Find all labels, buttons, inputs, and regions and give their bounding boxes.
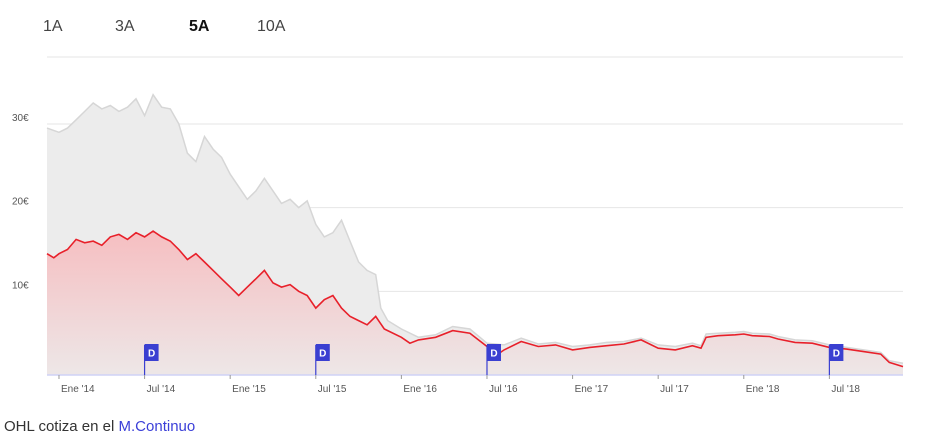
tab-10a[interactable]: 10A <box>257 18 286 35</box>
y-tick-label: 20€ <box>12 197 29 208</box>
dividend-flag <box>315 344 330 361</box>
x-tick-label: Ene '16 <box>403 384 437 395</box>
x-tick-label: Ene '15 <box>232 384 266 395</box>
dividend-marker: D <box>486 344 501 375</box>
tab-3a[interactable]: 3A <box>115 18 135 35</box>
x-tick-label: Jul '18 <box>831 384 860 395</box>
price-area <box>47 231 903 375</box>
tab-5a[interactable]: 5A <box>189 18 210 35</box>
dividend-label: D <box>148 349 155 360</box>
dividend-flag <box>486 344 501 361</box>
dividend-flag <box>829 344 844 361</box>
dividend-label: D <box>490 349 497 360</box>
price-line <box>46 230 904 368</box>
x-tick-label: Jul '14 <box>147 384 176 395</box>
price-chart: 10€ 20€ 30€ Ene '14 Jul '14 Ene '15 Jul '15 Ene… <box>12 56 904 395</box>
x-tick-label: Ene '14 <box>61 384 95 395</box>
y-tick-label: 10€ <box>12 280 29 291</box>
market-footer: OHL cotiza en el M.Continuo <box>4 418 195 435</box>
x-tick-label: Ene '17 <box>575 384 609 395</box>
footer-prefix: OHL cotiza en el <box>4 418 115 435</box>
tab-1a[interactable]: 1A <box>43 18 63 35</box>
benchmark-line <box>46 93 904 365</box>
dividend-marker: D <box>828 344 844 375</box>
dividend-label: D <box>833 349 840 360</box>
dividend-marker: D <box>143 344 159 375</box>
dividend-marker: D <box>315 344 330 375</box>
x-tick-label: Jul '17 <box>660 384 689 395</box>
y-tick-label: 30€ <box>12 113 29 124</box>
x-tick-label: Jul '16 <box>489 384 518 395</box>
dividend-flag <box>144 344 159 361</box>
x-tick-label: Ene '18 <box>746 384 780 395</box>
x-tick-label: Jul '15 <box>318 384 347 395</box>
market-link[interactable]: M.Continuo <box>118 418 196 435</box>
dividend-label: D <box>319 349 326 360</box>
